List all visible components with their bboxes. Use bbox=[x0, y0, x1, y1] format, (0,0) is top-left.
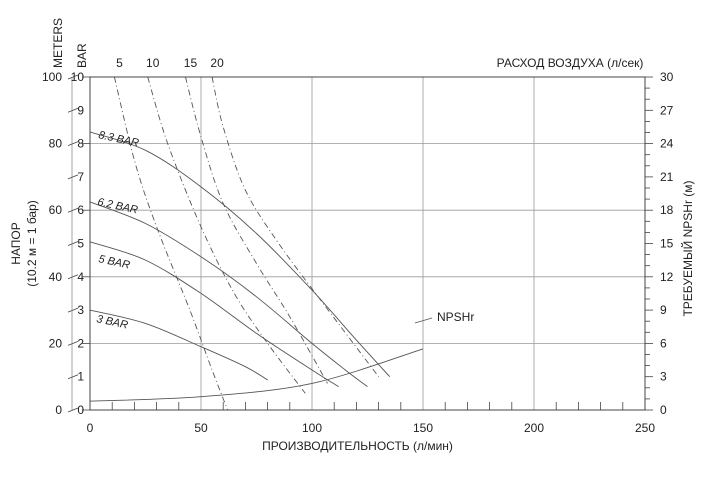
bar-tick-label-3: 3 bbox=[77, 303, 84, 317]
bar-tick-mark bbox=[67, 174, 79, 180]
x-tick-label-50: 50 bbox=[194, 421, 208, 435]
bar-tick-mark bbox=[67, 274, 79, 280]
air-flow-label-15: 15 bbox=[184, 56, 198, 70]
air-flow-axis-title: РАСХОД ВОЗДУХА (л/сек) bbox=[497, 56, 644, 70]
bar-tick-label-4: 4 bbox=[77, 270, 84, 284]
curve-label-6-2-bar: 6.2 BAR bbox=[96, 196, 139, 216]
air-flow-curve-10 bbox=[147, 76, 306, 394]
plot-frame bbox=[89, 76, 646, 411]
npshr-tick-label-21: 21 bbox=[660, 170, 674, 184]
label-layer: 0 50 100 150 200 2500204060801000123456789100… bbox=[9, 18, 695, 453]
npshr-tick-label-30: 30 bbox=[660, 70, 674, 84]
npshr-tick-label-3: 3 bbox=[660, 370, 667, 384]
air-flow-curve-5 bbox=[113, 76, 229, 411]
bar-tick-mark bbox=[67, 141, 79, 146]
curve-3-bar bbox=[89, 309, 268, 381]
bar-tick-mark bbox=[67, 74, 79, 80]
bar-tick-label-1: 1 bbox=[77, 370, 84, 384]
bar-tick-mark bbox=[67, 407, 79, 413]
npshr-leader-line bbox=[414, 317, 433, 324]
bar-tick-label-10: 10 bbox=[71, 70, 85, 84]
air-flow-curve-20 bbox=[211, 76, 379, 377]
x-tick-label-250: 250 bbox=[635, 421, 655, 435]
y-axis-title-left: НАПОР (10.2 м = 1 бар) bbox=[9, 200, 39, 287]
curve-label-8-3-bar: 8.3 BAR bbox=[97, 129, 140, 149]
curve-label-npshr: NPSHr bbox=[437, 310, 474, 324]
air-flow-curve-15 bbox=[185, 76, 328, 384]
npshr-tick-label-18: 18 bbox=[660, 203, 674, 217]
units-bar-label: BAR bbox=[75, 43, 89, 68]
x-tick-label-100: 100 bbox=[302, 421, 322, 435]
meters-tick-label-60: 60 bbox=[49, 203, 63, 217]
npshr-tick-label-24: 24 bbox=[660, 137, 674, 151]
bar-tick-label-2: 2 bbox=[77, 336, 84, 350]
curve-6-2-bar bbox=[89, 201, 368, 388]
x-axis-title: ПРОИЗВОДИТЕЛЬНОСТЬ (л/мин) bbox=[262, 439, 453, 453]
air-flow-label-10: 10 bbox=[146, 56, 160, 70]
air-flow-label-5: 5 bbox=[116, 56, 123, 70]
meters-tick-label-20: 20 bbox=[49, 336, 63, 350]
curve-label-3-bar: 3 BAR bbox=[95, 313, 129, 331]
bar-tick-label-8: 8 bbox=[77, 137, 84, 151]
npshr-tick-label-27: 27 bbox=[660, 103, 674, 117]
curve-5-bar bbox=[89, 241, 339, 388]
bar-tick-label-7: 7 bbox=[77, 170, 84, 184]
bar-tick-label-5: 5 bbox=[77, 237, 84, 251]
bar-tick-mark bbox=[67, 374, 79, 380]
y-axis-title-line: НАПОР bbox=[9, 222, 23, 265]
npshr-tick-label-12: 12 bbox=[660, 270, 674, 284]
meters-tick-label-80: 80 bbox=[49, 137, 63, 151]
x-tick-label-0: 0 bbox=[87, 421, 94, 435]
bar-tick-label-9: 9 bbox=[77, 103, 84, 117]
meters-tick-label-0: 0 bbox=[55, 403, 62, 417]
y-axis-title-line: (10.2 м = 1 бар) bbox=[25, 200, 39, 287]
meters-tick-label-100: 100 bbox=[42, 70, 62, 84]
units-meters-label: METERS bbox=[51, 18, 65, 68]
npshr-tick-label-15: 15 bbox=[660, 237, 674, 251]
curve-8-3-bar bbox=[89, 131, 391, 378]
x-tick-label-150: 150 bbox=[413, 421, 433, 435]
npshr-tick-label-0: 0 bbox=[660, 403, 667, 417]
bar-tick-mark bbox=[67, 207, 79, 213]
grid-layer bbox=[90, 77, 645, 410]
x-tick-label-200: 200 bbox=[524, 421, 544, 435]
curve-npshr bbox=[89, 348, 424, 402]
npshr-tick-label-6: 6 bbox=[660, 336, 667, 350]
meters-tick-label-40: 40 bbox=[49, 270, 63, 284]
y-axis-title-right: ТРЕБУЕМЫЙ NPSHr (м) bbox=[680, 180, 695, 316]
bar-tick-mark bbox=[67, 307, 79, 313]
axis-layer bbox=[67, 74, 653, 413]
curve-label-5-bar: 5 BAR bbox=[97, 253, 131, 271]
bar-tick-label-0: 0 bbox=[77, 403, 84, 417]
bar-tick-mark bbox=[67, 241, 79, 246]
bar-tick-label-6: 6 bbox=[77, 203, 84, 217]
bar-tick-mark bbox=[67, 341, 79, 346]
npshr-tick-label-9: 9 bbox=[660, 303, 667, 317]
air-flow-label-20: 20 bbox=[210, 56, 224, 70]
bar-tick-mark bbox=[67, 107, 79, 113]
curve-layer bbox=[89, 76, 433, 411]
